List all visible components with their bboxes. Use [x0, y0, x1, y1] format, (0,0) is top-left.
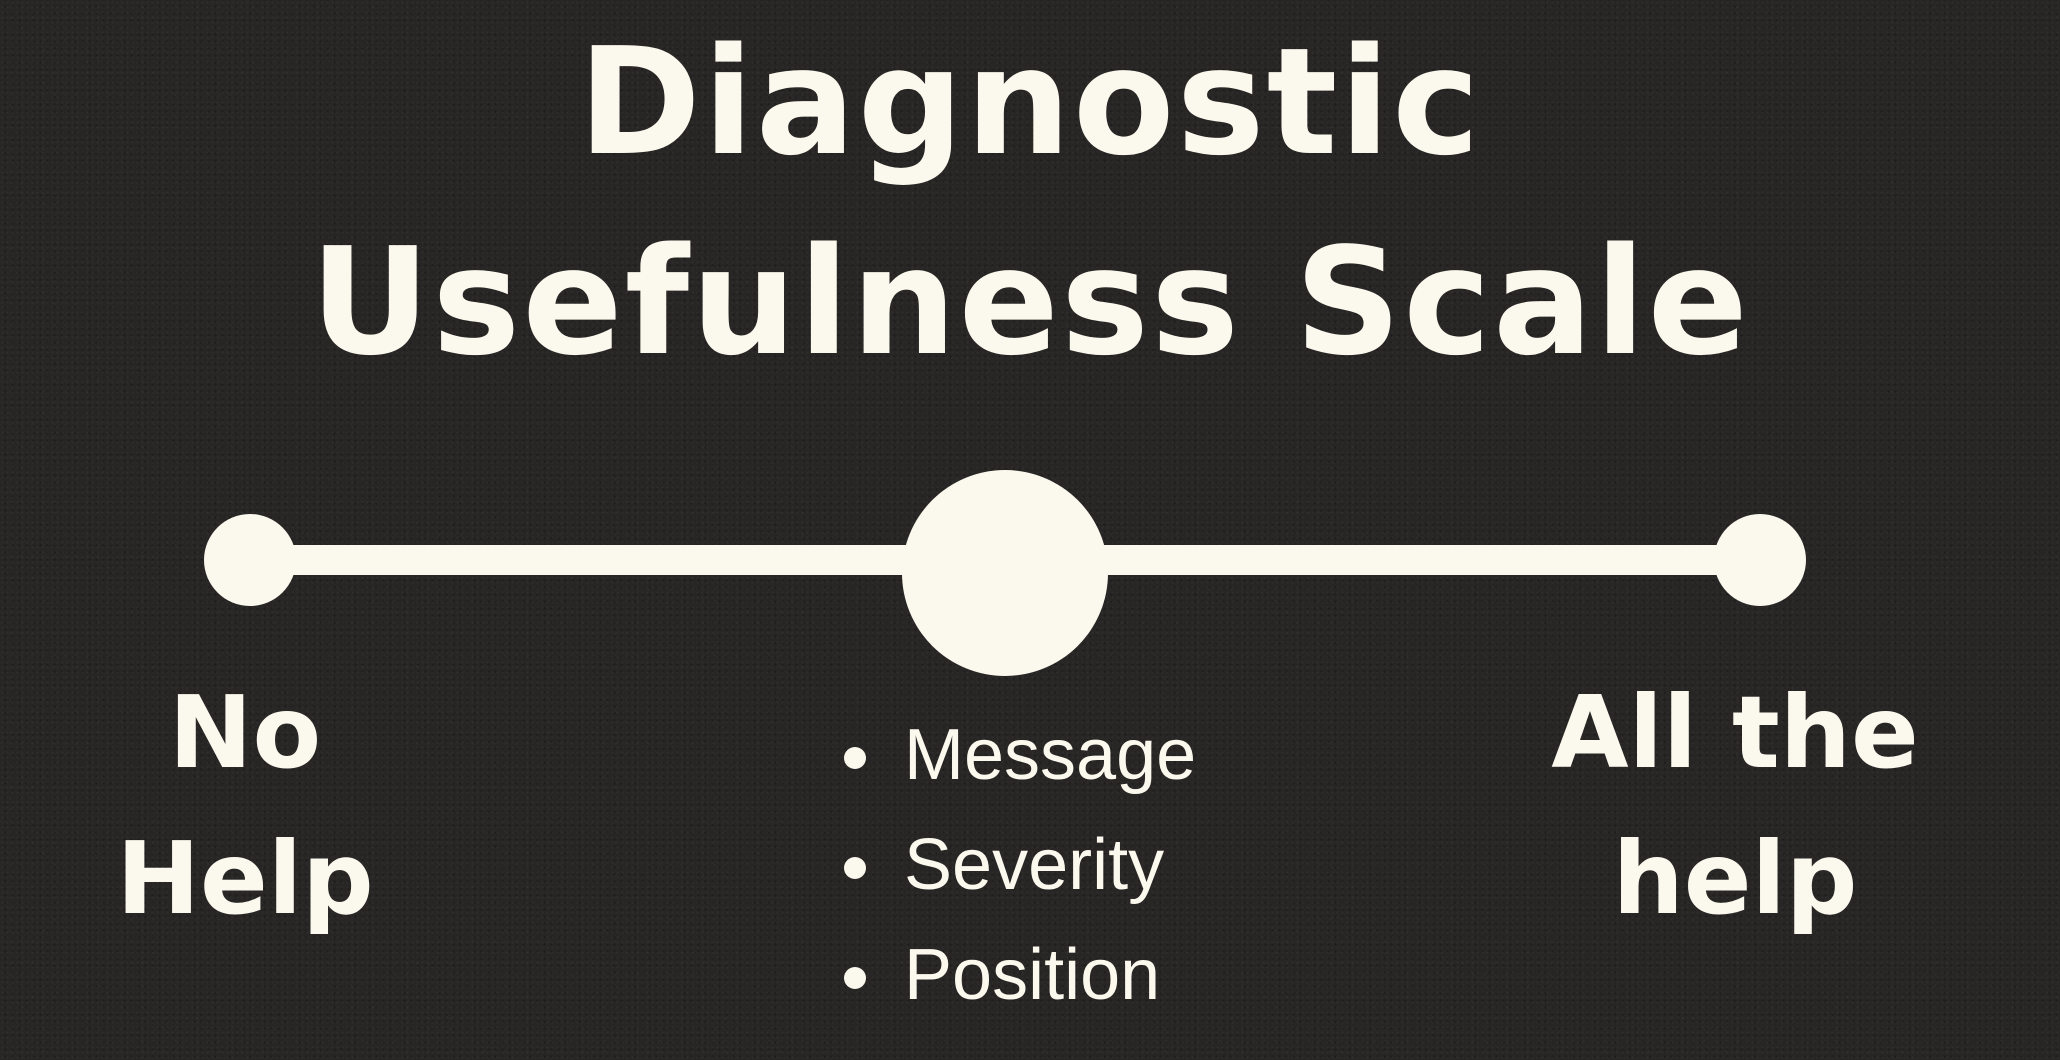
bullet-item-severity: Severity — [840, 810, 1196, 920]
center-bullet-list: Message Severity Position — [840, 700, 1196, 1030]
bullet-item-label: Severity — [904, 825, 1165, 905]
bullet-item-position: Position — [840, 920, 1196, 1030]
right-end-label-line-2: help — [1612, 820, 1858, 937]
bullet-icon — [844, 857, 866, 879]
scale-start-dot — [204, 514, 296, 606]
left-end-label: No Help — [60, 660, 430, 952]
title-line-1: Diagnostic — [578, 16, 1482, 188]
right-end-label-line-1: All the — [1551, 674, 1919, 791]
left-end-label-line-2: Help — [116, 820, 374, 937]
bullet-item-label: Position — [904, 935, 1161, 1015]
scale-marker-dot — [902, 470, 1108, 676]
bullet-item-label: Message — [904, 715, 1197, 795]
title-line-2: Usefulness Scale — [310, 216, 1750, 388]
left-end-label-line-1: No — [168, 674, 322, 791]
scale-end-dot — [1714, 514, 1806, 606]
bullet-icon — [844, 747, 866, 769]
right-end-label: All the help — [1500, 660, 1970, 952]
bullet-icon — [844, 967, 866, 989]
bullet-item-message: Message — [840, 700, 1196, 810]
